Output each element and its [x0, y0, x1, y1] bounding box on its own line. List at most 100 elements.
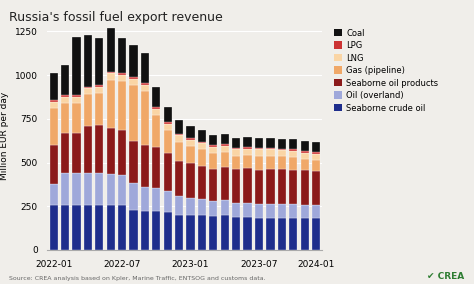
Bar	[95, 125, 103, 173]
Bar	[312, 143, 320, 152]
Bar	[210, 216, 218, 250]
Bar	[84, 173, 92, 205]
Bar	[107, 128, 115, 174]
Bar	[289, 204, 297, 218]
Bar	[95, 93, 103, 125]
Bar	[186, 138, 195, 140]
Bar	[221, 152, 229, 167]
Bar	[312, 154, 320, 160]
Bar	[232, 156, 240, 169]
Bar	[61, 133, 69, 173]
Bar	[152, 188, 160, 212]
Bar	[61, 97, 69, 103]
Bar	[289, 151, 297, 157]
Bar	[164, 124, 172, 130]
Bar	[198, 141, 206, 143]
Bar	[301, 218, 309, 250]
Bar	[164, 107, 172, 122]
Bar	[84, 94, 92, 126]
Bar	[186, 215, 195, 250]
Bar	[210, 147, 218, 153]
Bar	[289, 170, 297, 204]
Bar	[244, 149, 252, 155]
Bar	[198, 215, 206, 250]
Text: Source: CREA analysis based on Kpler, Marine Traffic, ENTSOG and customs data.: Source: CREA analysis based on Kpler, Ma…	[9, 276, 266, 281]
Bar	[73, 205, 81, 250]
Bar	[198, 149, 206, 166]
Bar	[164, 130, 172, 153]
Bar	[278, 204, 286, 218]
Bar	[186, 140, 195, 146]
Bar	[175, 134, 183, 135]
Bar	[129, 85, 137, 141]
Bar	[232, 149, 240, 156]
Bar	[278, 150, 286, 156]
Bar	[107, 72, 115, 73]
Bar	[141, 85, 149, 91]
Bar	[118, 38, 126, 73]
Bar	[152, 87, 160, 107]
Bar	[129, 79, 137, 85]
Bar	[50, 101, 58, 102]
Bar	[95, 85, 103, 87]
Bar	[175, 161, 183, 196]
Bar	[129, 183, 137, 210]
Legend: Coal, LPG, LNG, Gas (pipeline), Seaborne oil products, Oil (overland), Seaborne : Coal, LPG, LNG, Gas (pipeline), Seaborne…	[332, 27, 440, 114]
Bar	[312, 152, 320, 154]
Bar	[255, 204, 263, 218]
Bar	[301, 141, 309, 151]
Bar	[175, 215, 183, 250]
Bar	[186, 126, 195, 138]
Bar	[278, 139, 286, 149]
Bar	[50, 102, 58, 108]
Bar	[141, 212, 149, 250]
Bar	[95, 87, 103, 93]
Bar	[141, 53, 149, 83]
Bar	[186, 163, 195, 198]
Bar	[141, 145, 149, 187]
Bar	[186, 198, 195, 215]
Bar	[84, 88, 92, 94]
Bar	[61, 205, 69, 250]
Bar	[255, 149, 263, 156]
Bar	[73, 173, 81, 205]
Bar	[129, 141, 137, 183]
Bar	[266, 218, 274, 250]
Bar	[118, 205, 126, 250]
Bar	[164, 153, 172, 191]
Bar	[255, 218, 263, 250]
Bar	[73, 97, 81, 103]
Bar	[210, 153, 218, 169]
Bar	[244, 217, 252, 250]
Bar	[232, 203, 240, 217]
Bar	[84, 87, 92, 88]
Bar	[61, 95, 69, 97]
Bar	[141, 91, 149, 145]
Bar	[107, 28, 115, 72]
Bar	[312, 218, 320, 250]
Bar	[312, 205, 320, 218]
Bar	[118, 81, 126, 130]
Bar	[312, 160, 320, 171]
Bar	[266, 148, 274, 149]
Bar	[301, 205, 309, 218]
Bar	[289, 139, 297, 149]
Bar	[221, 144, 229, 146]
Bar	[73, 103, 81, 133]
Bar	[255, 138, 263, 148]
Bar	[289, 218, 297, 250]
Bar	[278, 169, 286, 204]
Bar	[61, 103, 69, 133]
Bar	[244, 155, 252, 168]
Bar	[221, 200, 229, 215]
Bar	[118, 130, 126, 175]
Bar	[266, 204, 274, 218]
Bar	[152, 147, 160, 188]
Bar	[50, 145, 58, 184]
Bar	[266, 169, 274, 204]
Bar	[255, 156, 263, 170]
Text: Russia's fossil fuel export revenue: Russia's fossil fuel export revenue	[9, 11, 223, 24]
Bar	[175, 196, 183, 215]
Bar	[198, 130, 206, 141]
Bar	[266, 149, 274, 156]
